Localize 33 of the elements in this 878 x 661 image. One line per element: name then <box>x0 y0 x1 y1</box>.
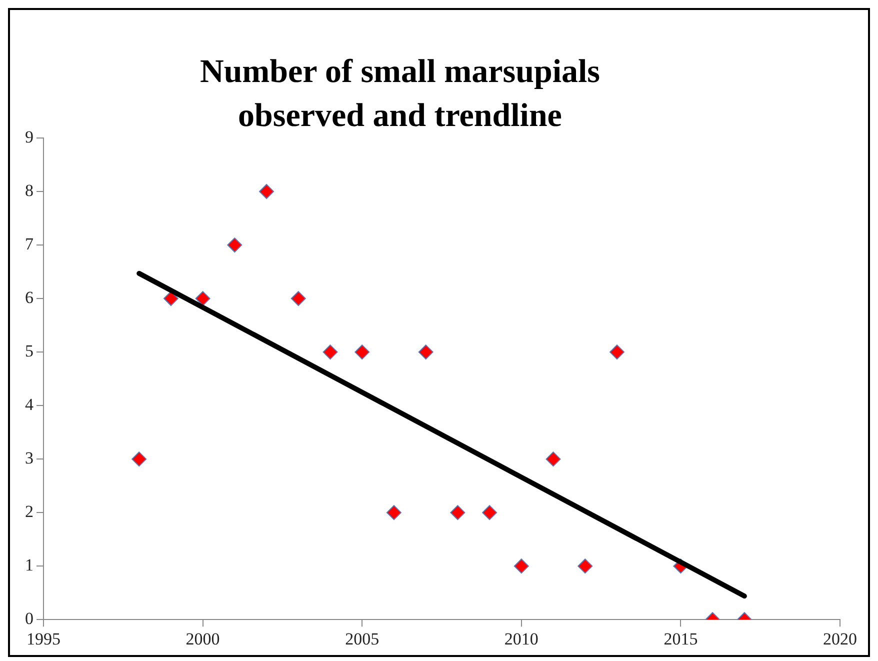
point <box>259 184 274 200</box>
point <box>418 344 434 360</box>
y-tick-label: 0 <box>25 609 34 628</box>
y-tick-label: 9 <box>25 127 34 146</box>
point <box>354 344 370 360</box>
y-tick-label: 3 <box>25 448 34 468</box>
point <box>578 558 593 574</box>
chart-title: Number of small marsupials observed and trendline <box>199 53 601 136</box>
point <box>546 452 561 467</box>
y-tick-label: 4 <box>25 395 34 414</box>
point <box>227 238 242 253</box>
point <box>132 452 147 467</box>
y-tick-label: 6 <box>25 288 34 307</box>
point <box>514 558 529 574</box>
point <box>386 505 402 520</box>
point <box>195 291 210 306</box>
y-tick-label: 1 <box>25 556 34 575</box>
point <box>450 505 466 520</box>
x-tick-label: 2015 <box>664 629 698 648</box>
point <box>322 344 338 360</box>
y-tick-label: 2 <box>25 502 34 522</box>
point <box>290 291 306 306</box>
x-tick-label: 2005 <box>345 629 380 648</box>
y-tick-label: 5 <box>25 342 34 361</box>
x-tick-label: 1995 <box>26 629 60 648</box>
y-tick-label: 8 <box>25 180 34 200</box>
point <box>609 344 624 360</box>
x-tick-label: 2010 <box>504 629 538 648</box>
point <box>482 505 498 520</box>
x-tick-label: 2000 <box>186 629 220 648</box>
y-tick-label: 7 <box>25 234 34 254</box>
point <box>163 291 178 306</box>
x-tick-label: 2020 <box>823 629 857 648</box>
